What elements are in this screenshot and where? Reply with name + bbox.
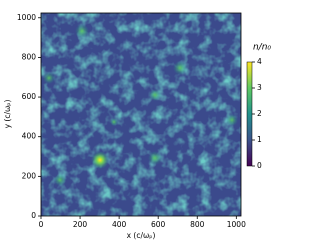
chart: n/n₀ x (c/ωₚ) y (c/ωₚ) 0 200 400 600 800 1000… (3, 12, 271, 240)
x-tick-label: 1000 (227, 220, 246, 229)
plot-frame (40, 12, 242, 217)
x-tick-label: 400 (112, 220, 127, 229)
colorbar-tick-label: 4 (257, 57, 262, 66)
colorbar-tick-label: 0 (257, 161, 262, 170)
x-tick-label: 600 (151, 220, 166, 229)
colorbar-label: n/n₀ (253, 43, 271, 53)
y-tick-label: 1000 (17, 13, 36, 22)
y-tick-label: 0 (31, 211, 36, 220)
y-tick-label: 600 (22, 92, 37, 101)
colorbar-tick-label: 2 (257, 109, 262, 118)
x-axis-label: x (c/ωₚ) (127, 231, 156, 240)
colorbar-tick-label: 3 (257, 83, 262, 92)
y-tick-label: 400 (22, 132, 37, 141)
y-axis-label: y (c/ωₚ) (3, 100, 12, 129)
y-tick-label: 800 (22, 52, 37, 61)
colorbar-tick-label: 1 (257, 135, 262, 144)
x-tick-label: 0 (39, 220, 44, 229)
colorbar (246, 61, 253, 167)
x-tick-label: 200 (73, 220, 88, 229)
density-field (41, 13, 241, 216)
y-tick-label: 200 (22, 171, 37, 180)
x-tick-label: 800 (190, 220, 205, 229)
